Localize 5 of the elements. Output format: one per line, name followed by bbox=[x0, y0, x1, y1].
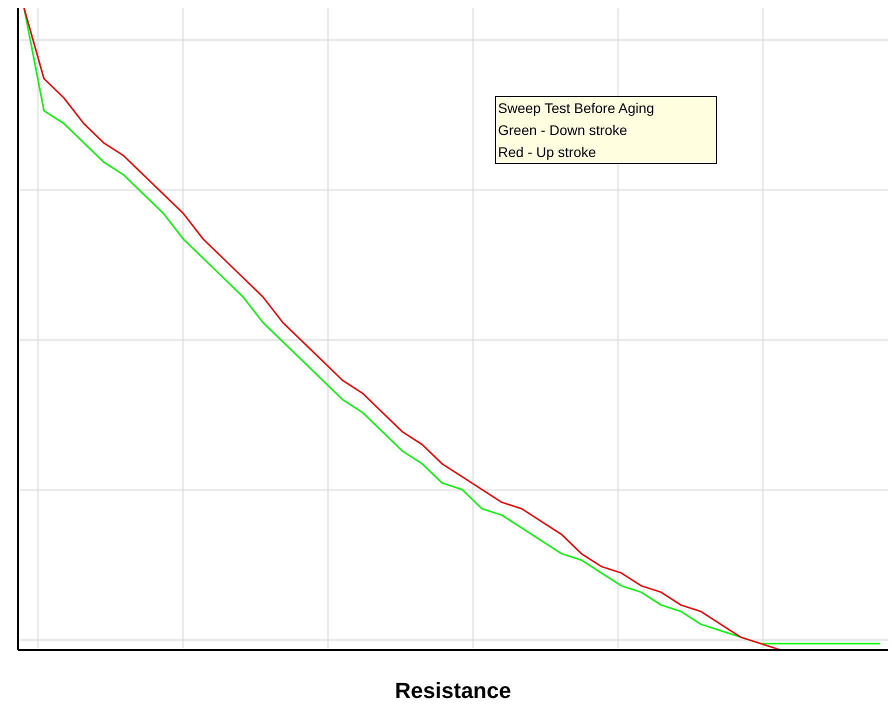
note-box: Sweep Test Before Aging Green - Down stroke Red - Up stroke bbox=[495, 96, 717, 164]
annotation: Red - Up stroke bbox=[498, 143, 598, 162]
annotation: Sweep Test Before Aging bbox=[498, 99, 656, 118]
annotation: Green - Down stroke bbox=[498, 121, 628, 140]
x-axis-title: Resistance bbox=[394, 678, 512, 703]
